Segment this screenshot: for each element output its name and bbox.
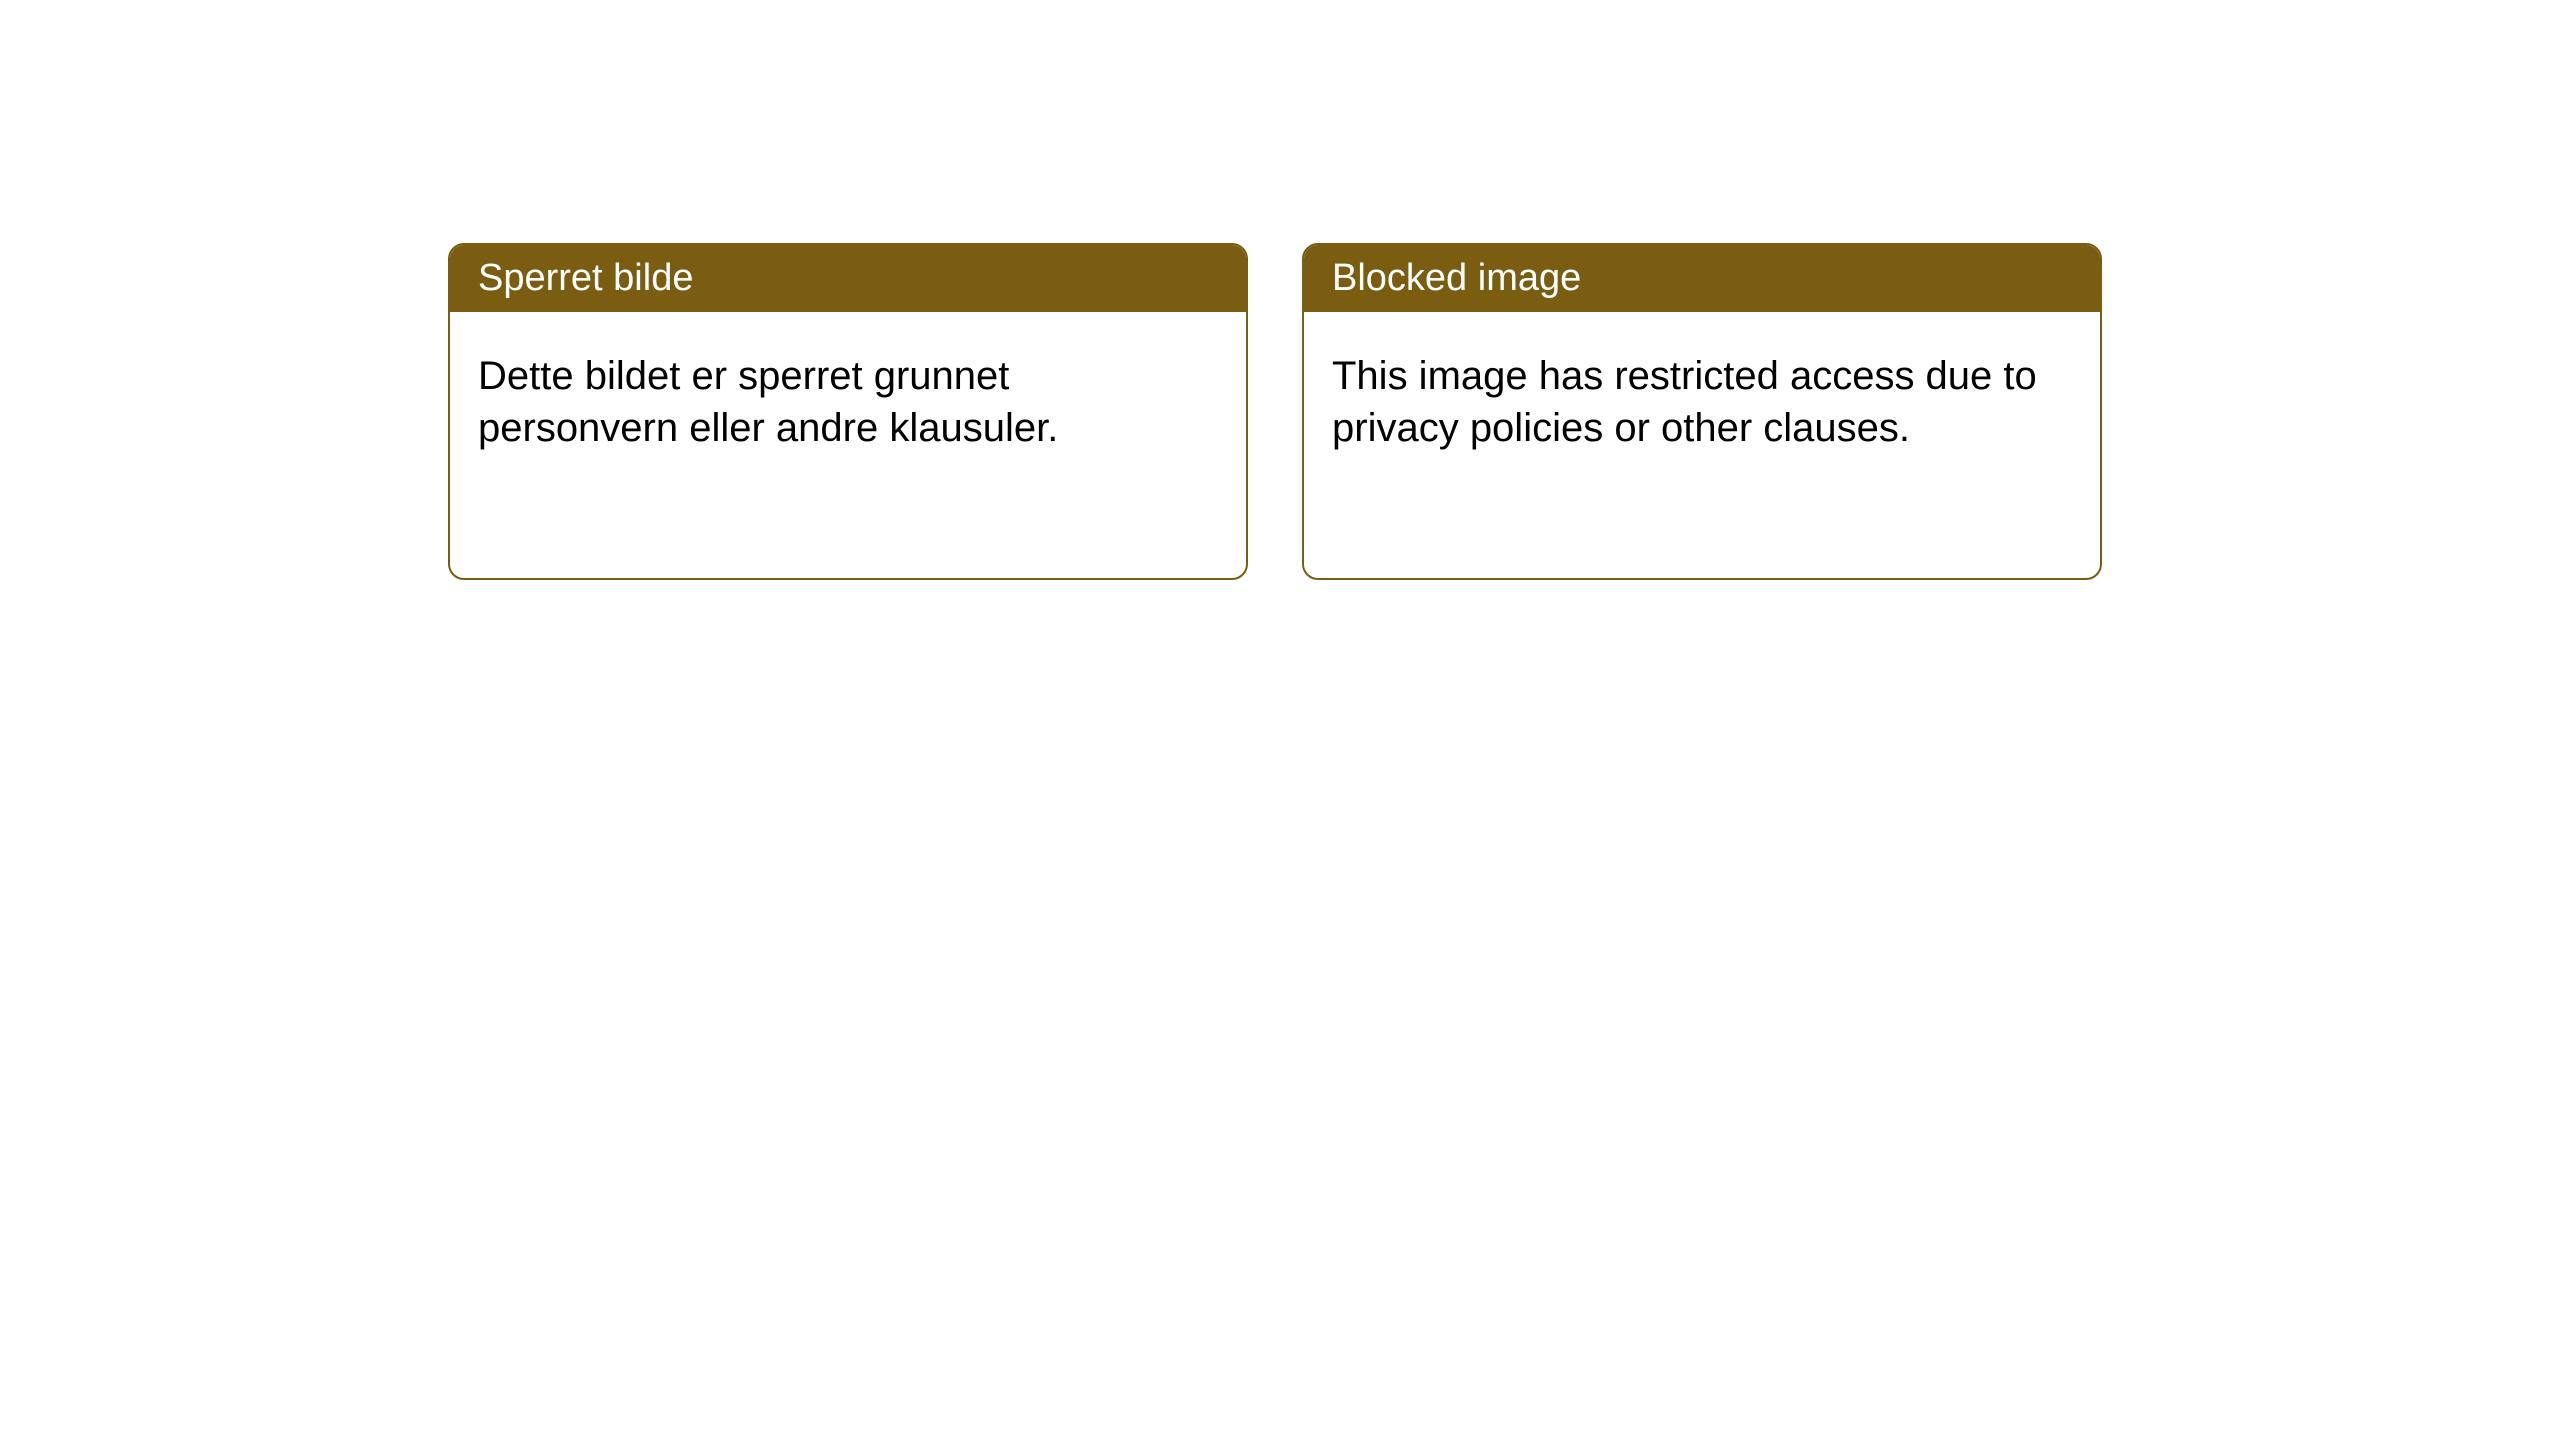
notice-message: This image has restricted access due to … [1332, 354, 2037, 450]
notice-body: This image has restricted access due to … [1304, 312, 2100, 492]
notice-box-english: Blocked image This image has restricted … [1302, 243, 2102, 580]
notice-header: Sperret bilde [450, 245, 1246, 312]
notice-title: Sperret bilde [478, 257, 693, 299]
notice-body: Dette bildet er sperret grunnet personve… [450, 312, 1246, 492]
notice-header: Blocked image [1304, 245, 2100, 312]
notice-box-norwegian: Sperret bilde Dette bildet er sperret gr… [448, 243, 1248, 580]
notice-container: Sperret bilde Dette bildet er sperret gr… [448, 243, 2102, 580]
notice-title: Blocked image [1332, 257, 1581, 299]
notice-message: Dette bildet er sperret grunnet personve… [478, 354, 1058, 450]
